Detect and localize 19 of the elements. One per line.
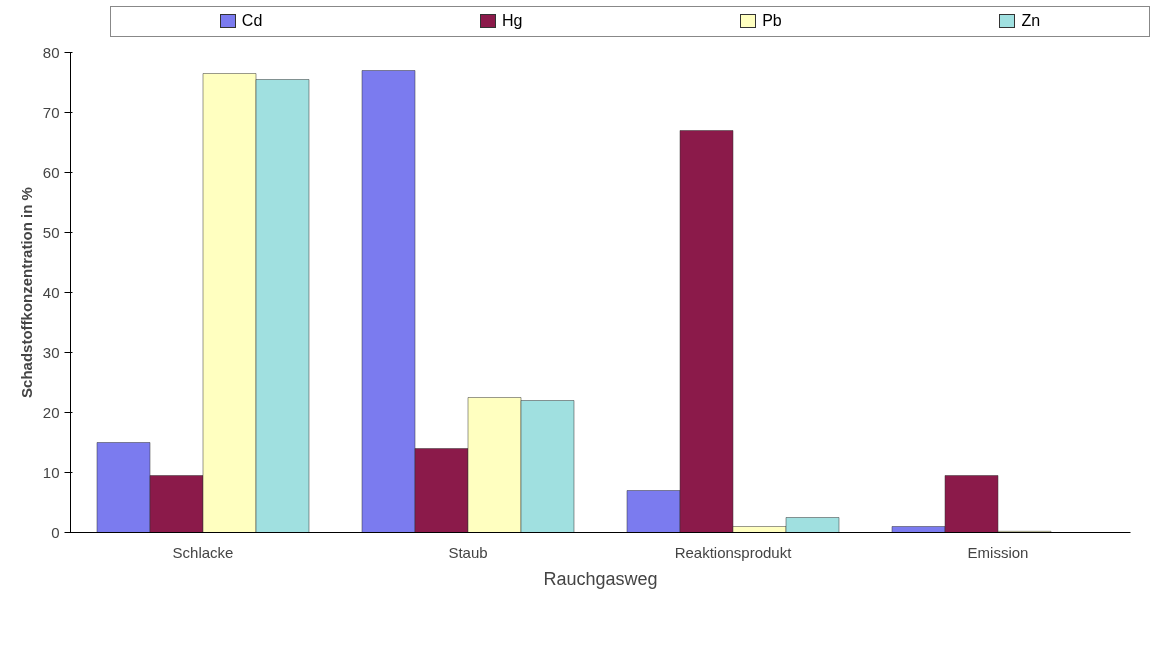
y-tick-label: 40 xyxy=(42,283,60,301)
x-tick-label: Reaktionsprodukt xyxy=(674,543,793,561)
x-tick-label: Staub xyxy=(448,543,488,561)
y-axis-title: Schadstoffkonzentration in % xyxy=(17,186,35,398)
legend-label: Pb xyxy=(762,11,782,31)
y-tick-label: 20 xyxy=(42,403,60,421)
x-axis-title: Rauchgasweg xyxy=(543,568,658,589)
y-tick-label: 60 xyxy=(42,163,60,181)
y-tick-label: 10 xyxy=(42,463,60,481)
x-tick-label: Emission xyxy=(967,543,1029,561)
y-tick-label: 30 xyxy=(42,343,60,361)
legend-label: Hg xyxy=(502,11,523,31)
y-tick-label: 0 xyxy=(51,523,60,541)
legend-label: Zn xyxy=(1021,11,1041,31)
y-tick-label: 70 xyxy=(42,103,60,121)
legend-label: Cd xyxy=(241,11,263,31)
x-tick-label: Schlacke xyxy=(172,543,234,561)
y-tick-label: 80 xyxy=(42,43,60,61)
y-tick-label: 50 xyxy=(42,223,60,241)
